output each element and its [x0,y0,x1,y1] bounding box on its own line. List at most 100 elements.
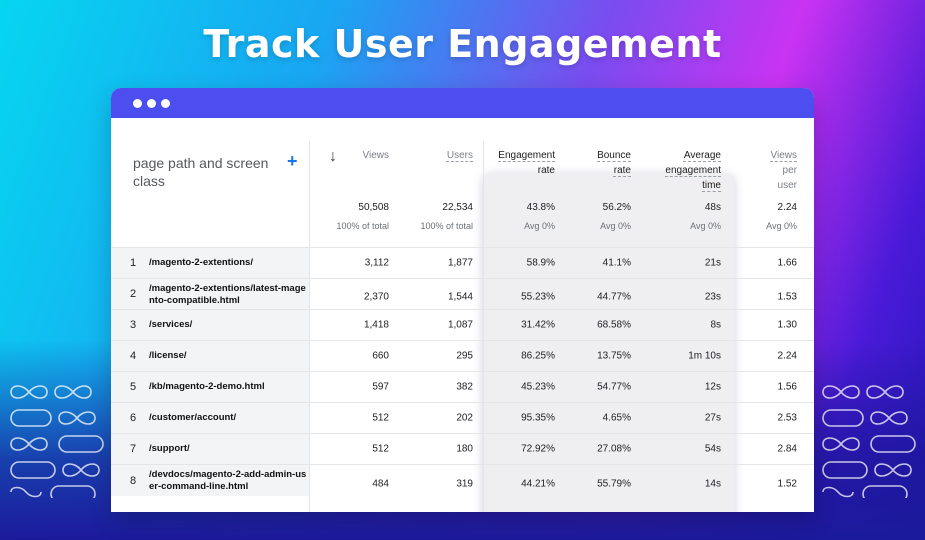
row-page-path[interactable]: /customer/account/ [149,412,237,423]
cell-bounce-rate: 68.58% [597,319,631,331]
row-page-path[interactable]: /license/ [149,350,187,361]
cell-users: 180 [456,443,473,455]
engagement-columns-highlight [483,173,734,512]
table-body: 1/magento-2-extentions/3,112 1,877 58.9% 41… [111,247,814,496]
row-page-path[interactable]: /magento-2-extentions/latest-magento-com… [149,283,306,306]
row-index: 2 [129,288,137,300]
table-row[interactable]: 2/magento-2-extentions/latest-magento-co… [111,278,814,309]
row-index: 4 [129,350,137,362]
cell-bounce-rate: 44.77% [597,291,631,303]
cell-users: 382 [456,381,473,393]
infinity-pattern-right [822,385,916,498]
row-dimension-shade [111,341,309,371]
header-engagement-rate[interactable]: Engagement rate [498,150,555,176]
cell-avg-engagement-time: 27s [704,412,721,424]
row-page-path[interactable]: /magento-2-extentions/ [149,257,253,268]
cell-users: 319 [456,478,473,490]
window-titlebar [111,88,814,118]
dimension-column-title: page path and screen class [133,155,269,189]
row-dimension-shade [111,465,309,496]
cell-views-per-user: 1.30 [777,319,797,331]
cell-views-per-user: 1.53 [777,291,797,303]
cell-avg-engagement-time: 54s [704,443,721,455]
infinity-pattern-left [10,385,104,498]
cell-avg-engagement-time: 12s [704,381,721,393]
row-index: 7 [129,443,137,455]
cell-avg-engagement-time: 21s [704,257,721,269]
total-users-sub: 100% of total [420,221,473,231]
sort-descending-icon[interactable]: ↓ [329,148,337,165]
total-users: 22,534 [442,202,473,213]
cell-engagement-rate: 72.92% [521,443,555,455]
row-dimension-shade [111,434,309,464]
row-index: 6 [129,412,137,424]
column-divider [309,141,310,512]
cell-views: 2,370 [363,291,389,303]
row-index: 8 [129,474,137,487]
cell-users: 202 [456,412,473,424]
window-dot-icon [161,98,170,108]
cell-views: 597 [372,381,389,393]
cell-views-per-user: 2.53 [777,412,797,424]
cell-bounce-rate: 27.08% [597,443,631,455]
total-views: 50,508 [358,202,389,213]
header-avg-engagement-time[interactable]: Average engagement time [665,150,721,191]
table-row[interactable]: 7/support/512 180 72.92% 27.08% 54s 2.84 [111,433,814,464]
total-engagement-rate-sub: Avg 0% [524,221,555,231]
row-dimension-shade [111,279,309,309]
header-views[interactable]: Views [362,150,390,161]
headline: Track User Engagement [203,22,722,66]
cell-engagement-rate: 55.23% [521,291,555,303]
cell-avg-engagement-time: 8s [710,319,721,331]
window-dot-icon [133,98,142,108]
table-row[interactable]: 5/kb/magento-2-demo.html 597 382 45.23% 54.7… [111,371,814,402]
window-dot-icon [147,98,156,108]
total-views-per-user-sub: Avg 0% [766,221,797,231]
cell-engagement-rate: 45.23% [521,381,555,393]
add-dimension-icon[interactable]: + [287,151,298,171]
table-row[interactable]: 8/devdocs/magento-2-add-admin-user-comma… [111,464,814,496]
cell-avg-engagement-time: 14s [704,478,721,490]
table-row[interactable]: 1/magento-2-extentions/3,112 1,877 58.9% 41… [111,247,814,278]
total-views-per-user: 2.24 [777,202,797,213]
cell-bounce-rate: 13.75% [597,350,631,362]
table-row[interactable]: 3/services/1,418 1,087 31.42% 68.58% 8s 1.30 [111,309,814,340]
table-row[interactable]: 4/license/660 295 86.25% 13.75% 1m 10s 2.24 [111,340,814,371]
row-page-path[interactable]: /devdocs/magento-2-add-admin-user-comman… [149,469,307,492]
cell-engagement-rate: 31.42% [521,319,555,331]
header-bounce-rate[interactable]: Bounce rate [597,150,631,176]
cell-views-per-user: 1.66 [777,257,797,269]
cell-views: 660 [372,350,389,362]
cell-engagement-rate: 44.21% [521,478,555,490]
cell-views-per-user: 2.24 [777,350,797,362]
total-avg-time-sub: Avg 0% [690,221,721,231]
total-views-sub: 100% of total [336,221,389,231]
row-index: 1 [129,257,137,269]
row-page-path[interactable]: /kb/magento-2-demo.html [149,381,265,392]
header-users[interactable]: Users [446,150,473,161]
cell-users: 1,087 [447,319,473,331]
cell-users: 1,544 [447,291,473,303]
cell-views-per-user: 2.84 [777,443,797,455]
cell-bounce-rate: 41.1% [602,257,631,269]
cell-views: 512 [372,443,389,455]
cell-views-per-user: 1.56 [777,381,797,393]
row-index: 3 [129,319,137,331]
row-index: 5 [129,381,137,393]
cell-views: 3,112 [364,257,389,269]
row-page-path[interactable]: /support/ [149,443,190,454]
cell-users: 1,877 [447,257,473,269]
analytics-window: page path and screen class + ↓ Views Use… [111,88,814,512]
total-engagement-rate: 43.8% [526,202,555,213]
header-views-per-user[interactable]: Views per user [770,150,798,191]
row-page-path[interactable]: /services/ [149,319,193,330]
cell-bounce-rate: 55.79% [597,478,631,490]
total-bounce-rate: 56.2% [602,202,631,213]
cell-engagement-rate: 95.35% [521,412,555,424]
cell-bounce-rate: 54.77% [597,381,631,393]
cell-views: 512 [372,412,389,424]
column-divider [483,141,484,512]
cell-users: 295 [456,350,473,362]
total-avg-time: 48s [704,202,721,213]
table-row[interactable]: 6/customer/account/512 202 95.35% 4.65% 27s 2… [111,402,814,433]
